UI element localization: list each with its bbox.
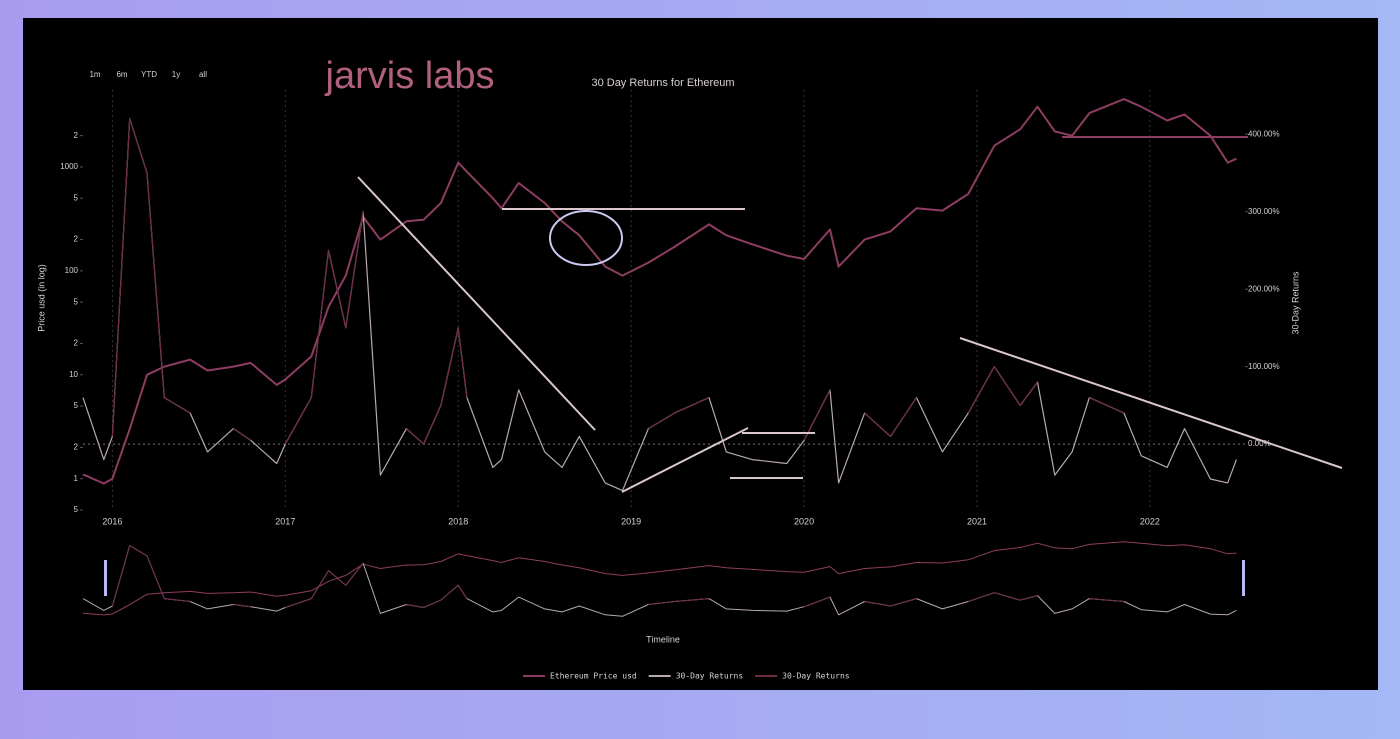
- y2-tick-label: 0.00%: [1248, 439, 1271, 448]
- trend-line: [357, 176, 596, 431]
- chart-title: 30 Day Returns for Ethereum: [591, 77, 734, 89]
- x-tick-label: 2021: [967, 516, 987, 526]
- x-tick-label: 2017: [275, 516, 295, 526]
- range-button[interactable]: 6m: [116, 70, 127, 79]
- y-tick-label: 5: [74, 401, 79, 410]
- y2-tick-label: 300.00%: [1248, 207, 1280, 216]
- series-line: [82, 98, 1237, 485]
- y-tick-label: 100: [65, 266, 79, 275]
- x-tick-label: 2020: [794, 516, 814, 526]
- y2-tick-label: 200.00%: [1248, 284, 1280, 293]
- logo: jarvis labs: [325, 55, 495, 97]
- trend-line: [621, 427, 749, 493]
- legend-label: 30-Day Returns: [782, 672, 850, 681]
- y-tick-label: 2: [74, 339, 79, 348]
- y2-tick-label: 400.00%: [1248, 129, 1280, 138]
- x-axis-label: Timeline: [646, 634, 680, 644]
- x-tick-label: 2022: [1140, 516, 1160, 526]
- y-tick-label: 5: [74, 505, 79, 514]
- legend-label: 30-Day Returns: [676, 672, 744, 681]
- y2-axis-label: 30-Day Returns: [1290, 271, 1300, 335]
- y-tick-label: 2: [74, 131, 79, 140]
- y-tick-label: 2: [74, 235, 79, 244]
- legend: Ethereum Price usd 30-Day Returns 30-Day R…: [523, 672, 850, 681]
- range-button[interactable]: YTD: [141, 70, 157, 79]
- x-tick-label: 2016: [102, 516, 122, 526]
- legend-label: Ethereum Price usd: [550, 672, 637, 681]
- y-axis-label: Price usd (in log): [36, 264, 46, 332]
- x-tick-label: 2018: [448, 516, 468, 526]
- y-tick-label: 2: [74, 443, 79, 452]
- navigator-line: [82, 541, 1237, 616]
- range-button[interactable]: 1m: [89, 70, 100, 79]
- chart-card: [23, 18, 1378, 690]
- navigator-line: [82, 545, 1237, 617]
- slider-handle[interactable]: [1242, 560, 1245, 596]
- slider-handle[interactable]: [104, 560, 107, 596]
- trend-line: [959, 337, 1343, 469]
- range-button[interactable]: 1y: [172, 70, 180, 79]
- series-line: [82, 118, 1237, 492]
- annotations: [357, 136, 1343, 493]
- range-buttons: 1m 6m YTD 1y all: [89, 70, 207, 79]
- range-button[interactable]: all: [199, 70, 207, 79]
- y-tick-label: 1000: [60, 162, 78, 171]
- plot: 2016 2017 2018 2019 2020 2021 2022 5 1 2 5 10 2 5 100 2…: [60, 90, 1280, 617]
- x-tick-label: 2019: [621, 516, 641, 526]
- circle-highlight: [549, 210, 623, 266]
- y2-tick-label: 100.00%: [1248, 362, 1280, 371]
- y-tick-label: 10: [69, 370, 78, 379]
- y-tick-label: 1: [74, 474, 79, 483]
- y-tick-label: 5: [74, 193, 79, 202]
- y-tick-label: 5: [74, 297, 79, 306]
